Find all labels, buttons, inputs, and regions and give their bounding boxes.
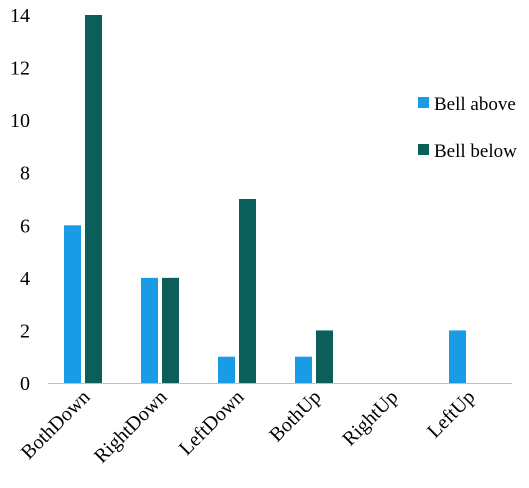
bar-bell-below	[239, 199, 256, 383]
legend-label: Bell above	[434, 94, 516, 115]
bar-bell-below	[85, 15, 102, 383]
x-category-label: RightDown	[90, 386, 172, 468]
y-tick-label: 0	[20, 373, 30, 395]
bar-bell-below	[162, 277, 179, 383]
y-axis-ticks: 0 2 4 6 8 10 12 14	[10, 5, 30, 395]
bar-bell-above	[449, 330, 466, 383]
y-tick-label: 8	[20, 163, 30, 185]
x-category-label: LeftDown	[175, 386, 249, 460]
y-tick-label: 10	[10, 110, 30, 132]
legend-swatch	[418, 97, 429, 108]
y-tick-label: 4	[20, 268, 30, 290]
bar-bell-above	[64, 225, 81, 383]
x-category-label: BothDown	[17, 386, 95, 464]
x-category-label: LeftUp	[423, 386, 479, 442]
legend-label: Bell below	[434, 141, 517, 162]
y-tick-label: 14	[10, 5, 30, 27]
bar-bell-above	[295, 356, 312, 383]
legend-swatch	[418, 144, 429, 155]
x-category-label: BothUp	[265, 386, 325, 446]
y-tick-label: 6	[20, 215, 30, 237]
bars	[64, 15, 466, 383]
y-tick-label: 2	[20, 320, 30, 342]
bar-bell-below	[316, 330, 333, 383]
x-category-label: RightUp	[338, 386, 402, 450]
bar-bell-above	[218, 356, 235, 383]
y-tick-label: 12	[10, 58, 30, 80]
legend: Bell above Bell below	[418, 94, 517, 162]
bar-bell-above	[141, 277, 158, 383]
